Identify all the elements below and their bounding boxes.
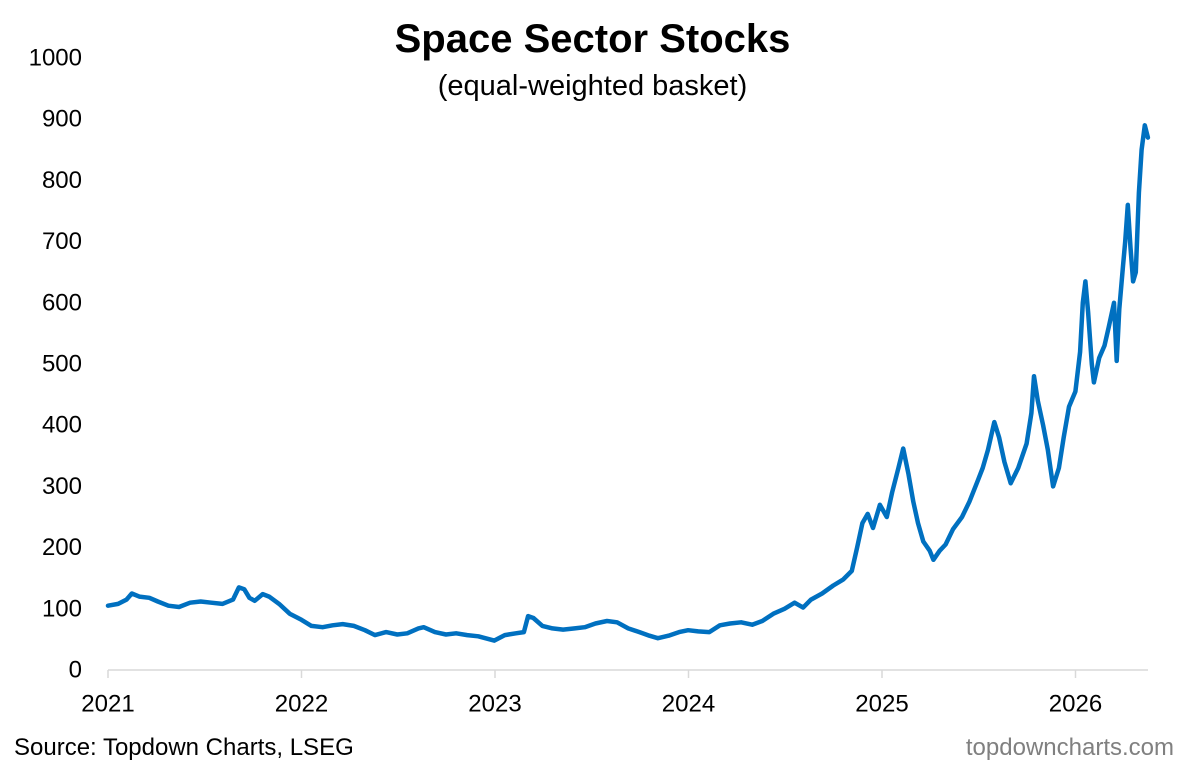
x-tick-label: 2025 xyxy=(855,691,908,718)
x-tick-label: 2026 xyxy=(1049,691,1102,718)
y-tick-label: 900 xyxy=(42,106,82,133)
chart-subtitle: (equal-weighted basket) xyxy=(437,70,748,102)
y-tick-label: 600 xyxy=(42,289,82,316)
chart-title: Space Sector Stocks xyxy=(394,17,791,61)
x-tick-label: 2021 xyxy=(81,691,134,718)
source-note: Source: Topdown Charts, LSEG xyxy=(14,734,354,761)
y-axis-labels: 0 100 200 300 400 500 600 700 800 900 1000 xyxy=(29,45,82,684)
x-tick-label: 2023 xyxy=(468,691,521,718)
y-tick-label: 300 xyxy=(42,473,82,500)
y-tick-label: 500 xyxy=(42,351,82,378)
y-tick-label: 1000 xyxy=(29,45,82,72)
y-tick-label: 0 xyxy=(69,657,82,684)
y-tick-label: 400 xyxy=(42,412,82,439)
plot-series xyxy=(105,123,1151,643)
x-tick-label: 2022 xyxy=(275,691,328,718)
x-axis: 2021 2022 2023 2024 2025 2026 xyxy=(81,669,1148,718)
y-tick-label: 100 xyxy=(42,595,82,622)
y-tick-label: 700 xyxy=(42,228,82,255)
y-tick-label: 200 xyxy=(42,534,82,561)
series-line xyxy=(105,123,1151,643)
x-tick-label: 2024 xyxy=(662,691,715,718)
y-tick-label: 800 xyxy=(42,167,82,194)
brand-watermark: topdowncharts.com xyxy=(965,734,1174,761)
